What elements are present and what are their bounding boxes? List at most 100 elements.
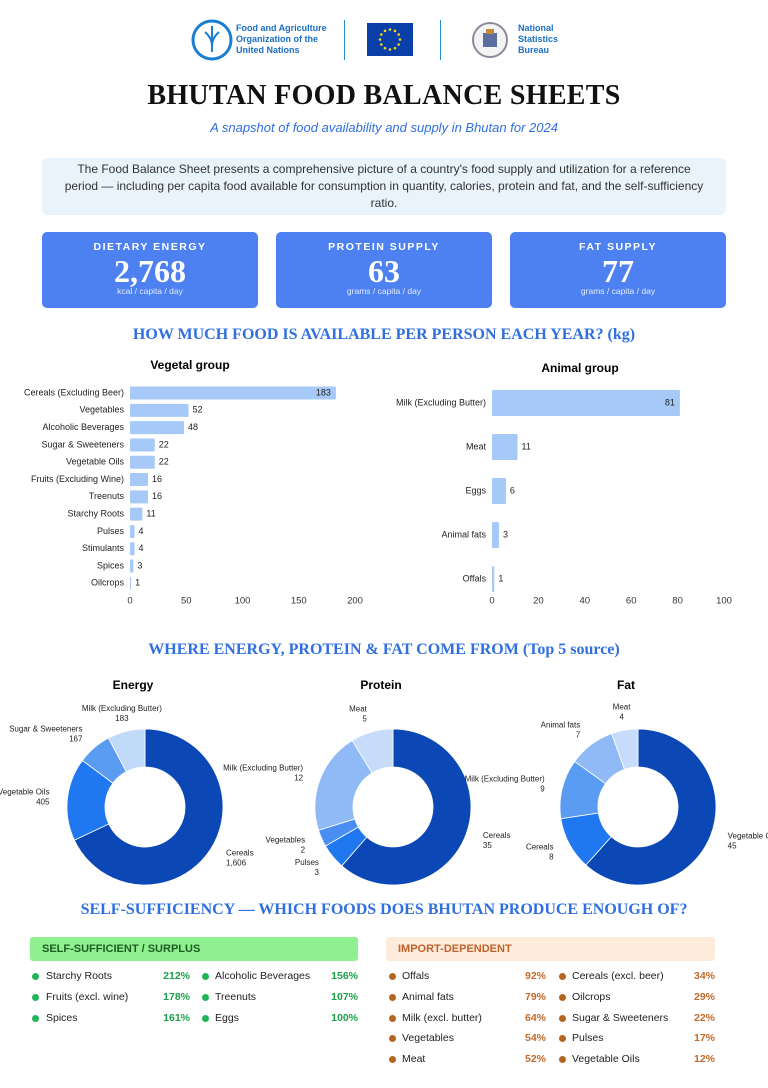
eu-star [397,43,400,46]
chart-title: Energy [113,678,154,692]
bullet [389,1035,396,1043]
eu-star [383,46,387,50]
slice-label: Cereals [483,831,511,840]
x-tick-label: 60 [626,596,637,607]
item-name: Treenuts [215,990,257,1003]
item-share: 54% [524,1032,546,1045]
slice-label: Vegetable Oils [728,831,768,840]
x-tick-label: 100 [235,596,251,607]
item-share: 212% [163,970,190,982]
slice-label: Cereals [526,843,554,852]
item-share: 22% [693,1011,715,1024]
item-share: 156% [331,970,358,982]
bullet [202,1014,209,1022]
bar [130,438,155,452]
category-label: Fruits (Excluding Wine) [31,474,124,484]
eu-star [393,46,397,50]
slice-label: Vegetable Oils [0,787,49,796]
item-share: 17% [693,1032,715,1045]
bar [130,542,135,556]
bar [130,455,155,469]
kpi-card: DIETARY ENERGY 2,768 kcal / capita / day [42,232,258,308]
value-label: 22 [159,439,169,449]
category-label: Offals [463,573,487,583]
x-tick-label: 0 [489,596,494,607]
category-label: Cereals (Excluding Beer) [24,387,124,397]
eu-star [380,33,383,36]
x-tick-label: 150 [291,596,307,607]
bullet [389,993,396,1001]
section-heading: WHERE ENERGY, PROTEIN & FAT COME FROM (T… [148,641,620,658]
category-label: Treenuts [89,491,125,501]
value-label: 52 [193,405,203,415]
bullet [559,1056,566,1064]
x-tick-label: 100 [716,596,732,607]
kpi-unit: grams / capita / day [580,286,656,296]
item-share: 34% [693,970,715,982]
value-label: 4 [139,526,144,536]
item-name: Pulses [572,1032,604,1045]
page-subtitle: A snapshot of food availability and supp… [210,120,558,135]
bar [130,473,148,487]
slice-value: 9 [540,785,545,794]
slice-label: Pulses [295,858,319,867]
slice-label: Meat [349,705,368,714]
item-name: Eggs [215,1011,239,1024]
bullet [32,1014,39,1022]
bar [492,522,499,548]
bar [492,566,495,592]
category-label: Pulses [97,526,125,536]
item-name: Meat [402,1053,426,1066]
bar [130,524,135,538]
x-tick-label: 20 [533,596,544,607]
bullet [559,1014,566,1022]
eu-star [378,38,382,41]
x-tick-label: 0 [127,596,132,607]
section-heading: SELF-SUFFICIENCY — WHICH FOODS DOES BHUT… [80,901,688,918]
intro-box: The Food Balance Sheet presents a compre… [42,158,726,215]
slice-value: 5 [362,715,367,724]
bar [130,576,132,590]
value-label: 22 [159,457,169,467]
value-label: 4 [139,543,144,553]
value-label: 3 [503,529,508,539]
slice [341,728,472,886]
slice-label: Animal fats [541,720,581,729]
value-label: 11 [522,441,531,451]
slice [351,728,394,774]
bullet [32,993,39,1001]
slice-value: 8 [549,853,554,862]
slice-value: 1,606 [226,859,247,868]
eu-flag [367,23,413,56]
item-name: Offals [402,970,430,982]
item-name: Milk (excl. butter) [402,1011,482,1024]
bullet [202,993,209,1001]
slice-value: 2 [301,846,306,855]
bar [130,421,184,435]
bar [492,390,680,416]
eu-star [380,43,383,46]
fao-logo [191,19,233,61]
eu-star [383,29,387,33]
item-name: Sugar & Sweeteners [572,1011,669,1024]
eu-star [393,29,397,33]
slice-value: 167 [69,734,83,743]
item-name: Starchy Roots [46,970,112,982]
kpi-value: 2,768 [114,253,186,289]
slice-label: Milk (Excluding Butter) [223,763,303,772]
slice-label: Vegetables [265,836,305,845]
self-sufficient-panel: SELF-SUFFICIENT / SURPLUS Starchy Roots 21… [30,937,358,1077]
item-share: 52% [524,1053,546,1066]
bullet [389,973,396,980]
category-label: Alcoholic Beverages [42,422,124,432]
category-label: Oilcrops [91,578,125,588]
kpi-card: FAT SUPPLY 77 grams / capita / day [510,232,726,308]
slice [585,728,717,886]
bullet [32,973,39,980]
item-name: Spices [46,1011,78,1024]
slice-value: 7 [576,730,581,739]
chart-title: Protein [360,678,401,692]
item-share: 178% [163,990,190,1003]
panel-heading: IMPORT-DEPENDENT [386,937,715,961]
